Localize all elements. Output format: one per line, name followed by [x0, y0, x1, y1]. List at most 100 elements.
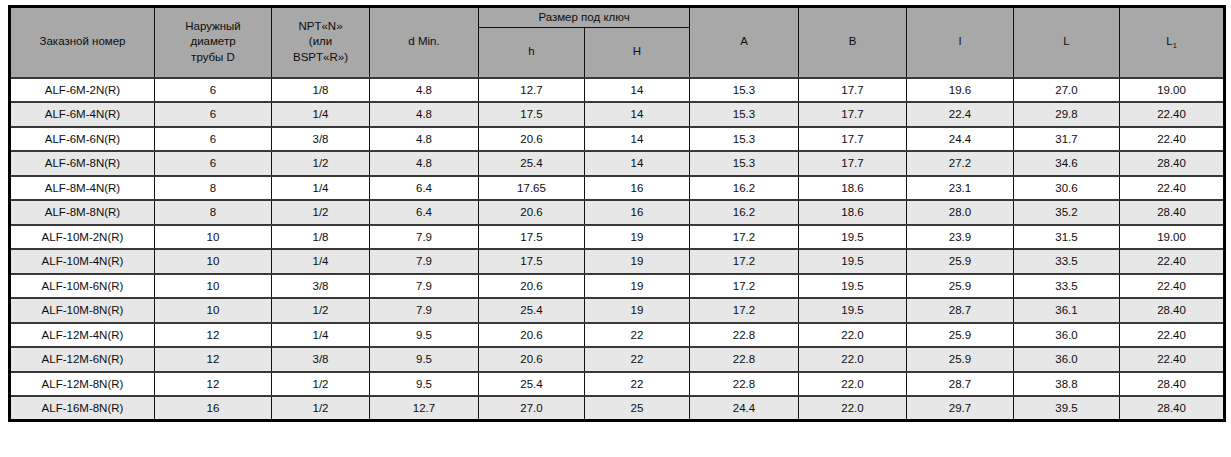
value-cell: 22: [585, 347, 690, 372]
value-cell: 17.2: [690, 298, 799, 323]
value-cell: 29.8: [1014, 102, 1120, 127]
value-cell: 17.2: [690, 249, 799, 274]
value-cell: 23.9: [907, 225, 1014, 250]
value-cell: 6: [155, 151, 272, 176]
order-number-cell: ALF-6M-6N(R): [10, 127, 155, 152]
value-cell: 15.3: [690, 102, 799, 127]
value-cell: 17.7: [799, 78, 907, 103]
order-number-cell: ALF-6M-2N(R): [10, 78, 155, 103]
value-cell: 19.5: [799, 274, 907, 299]
table-row: ALF-12M-8N(R)121/29.525.42222.822.028.73…: [10, 372, 1225, 397]
value-cell: 16: [585, 200, 690, 225]
order-number-cell: ALF-6M-4N(R): [10, 102, 155, 127]
value-cell: 12.7: [479, 78, 585, 103]
value-cell: 17.2: [690, 225, 799, 250]
table-row: ALF-10M-2N(R)101/87.917.51917.219.523.93…: [10, 225, 1225, 250]
value-cell: 1/8: [272, 78, 370, 103]
value-cell: 22.0: [799, 323, 907, 348]
table-row: ALF-10M-6N(R)103/87.920.61917.219.525.93…: [10, 274, 1225, 299]
header-b: B: [799, 7, 907, 78]
table-header: Заказной номер Наружный диаметр трубы D …: [10, 7, 1225, 78]
value-cell: 14: [585, 127, 690, 152]
value-cell: 27.0: [1014, 78, 1120, 103]
value-cell: 19.00: [1120, 225, 1225, 250]
value-cell: 6: [155, 127, 272, 152]
value-cell: 22.40: [1120, 274, 1225, 299]
value-cell: 7.9: [370, 249, 479, 274]
value-cell: 38.8: [1014, 372, 1120, 397]
value-cell: 9.5: [370, 323, 479, 348]
value-cell: 18.6: [799, 200, 907, 225]
table-row: ALF-8M-8N(R)81/26.420.61616.218.628.035.…: [10, 200, 1225, 225]
value-cell: 24.4: [907, 127, 1014, 152]
value-cell: 14: [585, 151, 690, 176]
value-cell: 17.7: [799, 127, 907, 152]
header-row-top: Заказной номер Наружный диаметр трубы D …: [10, 7, 1225, 28]
value-cell: 1/4: [272, 249, 370, 274]
value-cell: 7.9: [370, 225, 479, 250]
table-row: ALF-10M-8N(R)101/27.925.41917.219.528.73…: [10, 298, 1225, 323]
table-row: ALF-16M-8N(R)161/212.727.02524.422.029.7…: [10, 396, 1225, 421]
value-cell: 22: [585, 372, 690, 397]
order-number-cell: ALF-8M-4N(R): [10, 176, 155, 201]
value-cell: 7.9: [370, 274, 479, 299]
value-cell: 10: [155, 225, 272, 250]
header-h-big: H: [585, 28, 690, 78]
value-cell: 36.1: [1014, 298, 1120, 323]
header-order-number: Заказной номер: [10, 7, 155, 78]
value-cell: 9.5: [370, 372, 479, 397]
value-cell: 23.1: [907, 176, 1014, 201]
value-cell: 25.4: [479, 372, 585, 397]
value-cell: 28.40: [1120, 200, 1225, 225]
value-cell: 6: [155, 78, 272, 103]
value-cell: 4.8: [370, 102, 479, 127]
table-row: ALF-12M-4N(R)121/49.520.62222.822.025.93…: [10, 323, 1225, 348]
value-cell: 17.7: [799, 151, 907, 176]
order-number-cell: ALF-10M-8N(R): [10, 298, 155, 323]
table-row: ALF-6M-4N(R)61/44.817.51415.317.722.429.…: [10, 102, 1225, 127]
value-cell: 33.5: [1014, 274, 1120, 299]
value-cell: 28.7: [907, 298, 1014, 323]
order-number-cell: ALF-10M-4N(R): [10, 249, 155, 274]
order-number-cell: ALF-12M-6N(R): [10, 347, 155, 372]
value-cell: 10: [155, 274, 272, 299]
value-cell: 14: [585, 78, 690, 103]
value-cell: 28.40: [1120, 396, 1225, 421]
value-cell: 15.3: [690, 127, 799, 152]
value-cell: 33.5: [1014, 249, 1120, 274]
order-number-cell: ALF-12M-8N(R): [10, 372, 155, 397]
datasheet-page: Заказной номер Наружный диаметр трубы D …: [0, 0, 1231, 457]
header-l1: L1: [1120, 7, 1225, 78]
value-cell: 18.6: [799, 176, 907, 201]
value-cell: 8: [155, 176, 272, 201]
value-cell: 1/4: [272, 323, 370, 348]
value-cell: 22.0: [799, 347, 907, 372]
value-cell: 25.9: [907, 274, 1014, 299]
value-cell: 17.5: [479, 225, 585, 250]
header-h-small: h: [479, 28, 585, 78]
table-row: ALF-6M-6N(R)63/84.820.61415.317.724.431.…: [10, 127, 1225, 152]
value-cell: 27.2: [907, 151, 1014, 176]
value-cell: 19: [585, 274, 690, 299]
value-cell: 25.9: [907, 323, 1014, 348]
value-cell: 22.0: [799, 396, 907, 421]
value-cell: 30.6: [1014, 176, 1120, 201]
value-cell: 16.2: [690, 176, 799, 201]
value-cell: 3/8: [272, 274, 370, 299]
value-cell: 17.7: [799, 102, 907, 127]
value-cell: 15.3: [690, 78, 799, 103]
value-cell: 16: [155, 396, 272, 421]
value-cell: 1/2: [272, 298, 370, 323]
value-cell: 19: [585, 298, 690, 323]
value-cell: 29.7: [907, 396, 1014, 421]
value-cell: 25.9: [907, 249, 1014, 274]
value-cell: 36.0: [1014, 323, 1120, 348]
value-cell: 3/8: [272, 347, 370, 372]
value-cell: 20.6: [479, 274, 585, 299]
value-cell: 22.40: [1120, 347, 1225, 372]
value-cell: 19.5: [799, 225, 907, 250]
table-body: ALF-6M-2N(R)61/84.812.71415.317.719.627.…: [10, 78, 1225, 421]
header-d-min: d Min.: [370, 7, 479, 78]
value-cell: 22.40: [1120, 102, 1225, 127]
order-number-cell: ALF-10M-6N(R): [10, 274, 155, 299]
